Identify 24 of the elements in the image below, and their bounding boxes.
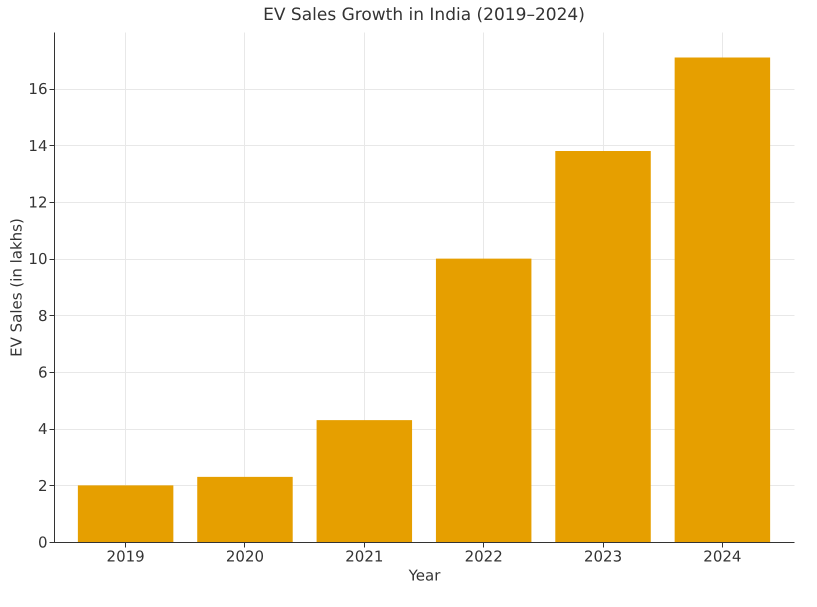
x-tick-label: 2022 (464, 548, 503, 566)
y-tick-label: 14 (28, 136, 48, 155)
x-axis-title: Year (408, 566, 442, 584)
y-tick-label: 16 (28, 80, 48, 98)
y-tick-label: 6 (38, 364, 48, 382)
chart-title: EV Sales Growth in India (2019–2024) (263, 5, 585, 25)
y-tick-label: 8 (38, 306, 48, 325)
x-tick-label: 2021 (345, 548, 384, 566)
y-tick-label: 12 (28, 194, 48, 212)
x-tick-label: 2024 (703, 548, 742, 566)
bar (197, 476, 293, 542)
bar (78, 485, 174, 542)
y-tick-label: 10 (28, 250, 48, 268)
bar (674, 58, 770, 542)
x-tick-label: 2020 (226, 548, 264, 566)
bar (555, 151, 651, 542)
y-tick-label: 2 (38, 476, 48, 495)
y-axis-title: EV Sales (in lakhs) (7, 218, 26, 357)
y-tick-label: 0 (38, 534, 48, 552)
y-tick-label: 4 (38, 420, 48, 438)
x-tick-label: 2019 (106, 548, 145, 566)
bar (316, 420, 412, 542)
bar (436, 258, 532, 542)
x-tick-label: 2023 (584, 548, 622, 566)
